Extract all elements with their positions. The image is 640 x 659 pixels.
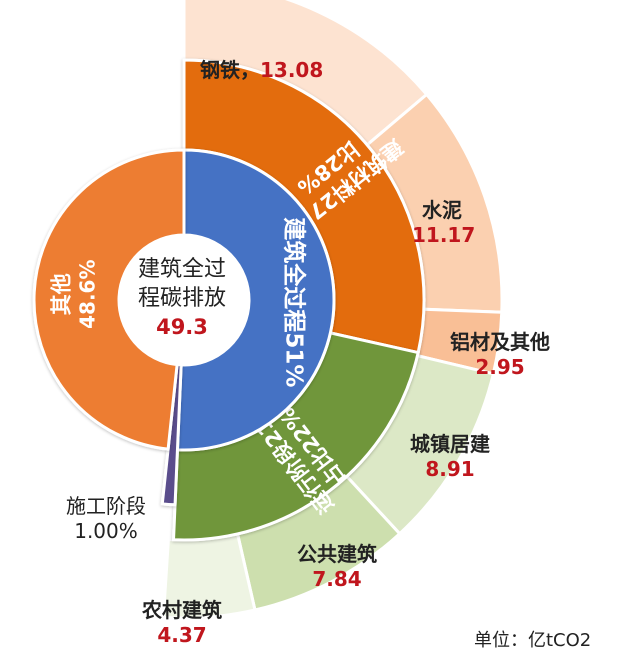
inner-label-other: 其他 48.6% <box>50 259 100 328</box>
label-steel-name: 钢铁， <box>200 58 260 82</box>
label-rural-value: 4.37 <box>157 623 207 647</box>
center-hole <box>118 234 250 366</box>
label-construction: 施工阶段 1.00% <box>46 494 166 544</box>
label-aluminum-name: 铝材及其他 <box>450 330 550 354</box>
unit-label: 单位：亿tCO2 <box>474 630 592 651</box>
label-public: 公共建筑 7.84 <box>282 542 392 592</box>
label-public-name: 公共建筑 <box>297 542 377 566</box>
label-urban: 城镇居建 8.91 <box>380 432 520 482</box>
inner-label-other-name: 其他 <box>50 273 74 315</box>
label-cement: 水泥 11.17 <box>412 198 476 248</box>
label-rural-name: 农村建筑 <box>142 598 222 622</box>
label-rural: 农村建筑 4.37 <box>127 598 237 648</box>
label-aluminum: 铝材及其他 2.95 <box>410 330 590 380</box>
label-steel-value: 13.08 <box>260 58 324 82</box>
inner-label-other-value: 48.6% <box>76 259 100 328</box>
label-urban-name: 城镇居建 <box>410 432 490 456</box>
label-cement-value: 11.17 <box>412 223 476 247</box>
label-construction-name: 施工阶段 <box>66 494 146 518</box>
inner-label-full_process: 建筑全过程51% <box>280 217 307 387</box>
label-construction-value: 1.00% <box>74 519 138 543</box>
label-public-value: 7.84 <box>312 567 362 591</box>
label-aluminum-value: 2.95 <box>475 355 525 379</box>
center-title-line1: 建筑全过 <box>138 257 226 282</box>
label-cement-name: 水泥 <box>422 198 462 222</box>
center-total-value: 49.3 <box>156 315 208 339</box>
label-steel: 钢铁，13.08 <box>200 58 323 83</box>
label-urban-value: 8.91 <box>425 457 475 481</box>
center-title-line2: 程碳排放 <box>138 286 226 311</box>
